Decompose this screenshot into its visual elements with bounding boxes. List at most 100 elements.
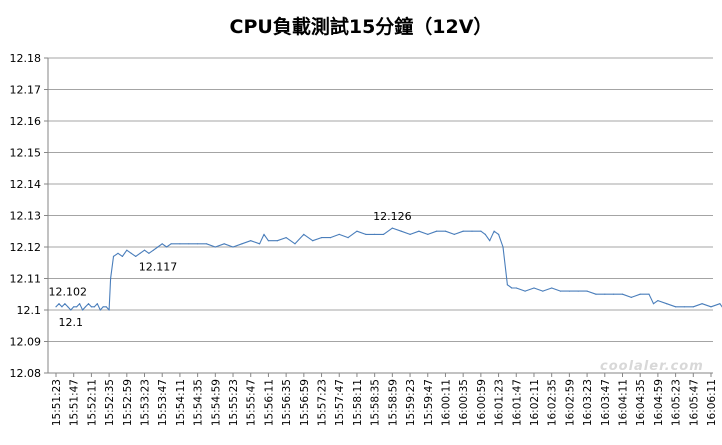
- data-point: [462, 230, 464, 232]
- data-point: [64, 303, 66, 305]
- data-point: [117, 252, 119, 254]
- y-tick-label: 12.1: [17, 304, 42, 317]
- data-point: [427, 233, 429, 235]
- grid-lines: [48, 57, 713, 342]
- data-point: [55, 306, 57, 308]
- y-tick-label: 12.15: [10, 147, 42, 160]
- data-point: [241, 243, 243, 245]
- x-tick-label: 15:58:11: [352, 379, 364, 426]
- data-label: 12.126: [373, 210, 412, 223]
- x-tick-label: 15:51:47: [69, 379, 81, 426]
- data-point: [303, 233, 305, 235]
- data-point: [683, 306, 686, 308]
- data-point: [232, 246, 234, 248]
- data-point: [197, 243, 199, 245]
- data-point: [480, 230, 482, 232]
- data-point: [250, 240, 252, 242]
- y-tick-label: 12.14: [10, 178, 42, 191]
- data-point: [73, 306, 75, 308]
- data-point: [533, 287, 535, 289]
- data-point: [126, 249, 128, 251]
- data-point: [148, 252, 150, 254]
- x-tick-label: 16:02:35: [547, 379, 559, 426]
- data-point: [294, 243, 296, 245]
- data-point: [502, 246, 504, 248]
- data-point: [90, 306, 92, 308]
- x-tick-label: 15:57:23: [317, 379, 329, 426]
- data-point: [586, 290, 588, 292]
- data-label: 12.1: [59, 316, 84, 329]
- x-tick-label: 16:03:23: [582, 379, 594, 426]
- series-group: [55, 227, 722, 311]
- x-tick-label: 16:04:11: [617, 379, 629, 426]
- data-label: 12.102: [49, 286, 88, 299]
- data-point: [484, 233, 486, 235]
- data-point: [515, 287, 517, 289]
- data-point: [710, 306, 712, 308]
- y-tick-label: 12.16: [10, 115, 42, 128]
- x-tick-label: 15:59:47: [423, 379, 435, 426]
- x-tick-label: 16:00:35: [458, 379, 470, 426]
- data-point: [152, 249, 154, 251]
- data-point: [444, 230, 447, 232]
- watermark-text: coolaler.com: [600, 359, 704, 374]
- x-tick-label: 15:59:23: [405, 379, 417, 426]
- x-tick-label: 16:00:59: [476, 379, 488, 426]
- data-point: [506, 284, 508, 286]
- data-point: [701, 303, 703, 305]
- data-point: [489, 240, 491, 242]
- x-tick-label: 15:54:35: [193, 379, 205, 426]
- data-point: [365, 233, 367, 235]
- data-point: [471, 230, 473, 232]
- data-point: [87, 303, 90, 305]
- data-point: [436, 230, 438, 232]
- data-point: [135, 255, 137, 257]
- data-point: [105, 306, 107, 308]
- x-tick-label: 15:58:35: [370, 379, 382, 426]
- data-point: [161, 243, 163, 245]
- x-tick-label: 16:04:35: [635, 379, 647, 426]
- data-point: [542, 290, 544, 292]
- data-point: [67, 306, 69, 308]
- data-point: [391, 227, 393, 229]
- data-point: [312, 240, 314, 242]
- x-tick-label: 16:02:59: [564, 379, 576, 426]
- data-point: [595, 293, 597, 295]
- x-tick-label: 16:06:11: [706, 379, 718, 426]
- data-point: [110, 277, 112, 280]
- data-point: [511, 287, 513, 289]
- data-point: [551, 287, 553, 289]
- y-axis-ticks: 12.08 12.09 12.1 12.11 12.12 12.13 12.14 12.15 1…: [10, 52, 48, 380]
- x-tick-label: 16:00:11: [440, 379, 452, 426]
- y-tick-label: 12.13: [10, 210, 42, 223]
- x-tick-label: 15:52:11: [86, 379, 98, 426]
- data-point: [648, 293, 650, 295]
- y-tick-label: 12.11: [10, 273, 42, 286]
- x-tick-label: 15:57:47: [334, 379, 346, 426]
- data-point: [112, 255, 115, 257]
- y-tick-label: 12.12: [10, 241, 42, 254]
- x-axis-ticks: 15:51:23 15:51:47 15:52:11 15:52:35 15:52:59…: [51, 373, 718, 426]
- data-point: [263, 233, 265, 235]
- data-point: [108, 309, 110, 311]
- data-point: [166, 246, 168, 248]
- y-tick-label: 12.18: [10, 52, 42, 65]
- data-point: [524, 290, 526, 292]
- data-point: [139, 252, 141, 254]
- data-point: [205, 243, 208, 245]
- data-point: [93, 306, 95, 308]
- data-point: [188, 243, 190, 245]
- data-point: [276, 240, 278, 242]
- x-tick-label: 16:04:59: [653, 379, 665, 426]
- x-tick-label: 15:58:59: [387, 379, 399, 426]
- data-point: [347, 237, 349, 239]
- data-point: [498, 233, 500, 235]
- data-point: [666, 303, 668, 305]
- data-point: [493, 230, 495, 232]
- x-tick-label: 15:53:23: [140, 379, 152, 426]
- data-point: [356, 230, 358, 232]
- data-point: [76, 306, 78, 308]
